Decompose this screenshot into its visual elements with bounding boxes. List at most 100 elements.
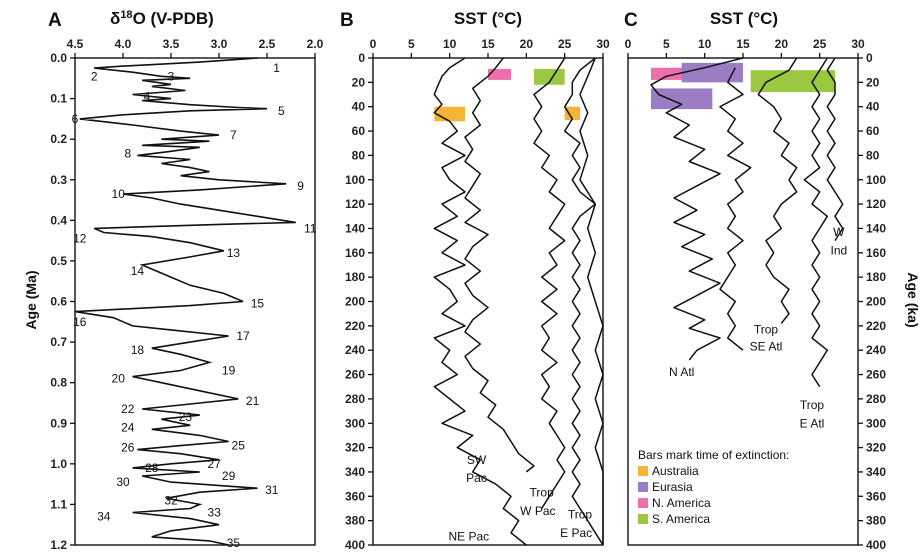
y-tick-label: 40 — [866, 100, 880, 114]
mis-label-30: 30 — [116, 475, 130, 489]
y-tick-label: 60 — [352, 124, 366, 138]
y-tick-label: 0.5 — [50, 254, 67, 268]
extinction-bar-eurasia — [681, 62, 743, 83]
y-tick-label: 320 — [345, 441, 365, 455]
panel-c-sst-lines — [650, 57, 844, 388]
panel-a-title-delta: δ — [110, 9, 120, 28]
mis-label-9: 9 — [297, 179, 304, 193]
x-tick-label: 15 — [736, 37, 750, 51]
mis-label-3: 3 — [168, 69, 175, 83]
mis-label-31: 31 — [265, 483, 279, 497]
y-tick-label: 0.9 — [50, 416, 67, 430]
y-tick-label: 220 — [866, 319, 886, 333]
panel-c-x-axis: 0 5 10 15 20 25 30 — [625, 37, 865, 58]
y-tick-label: 240 — [345, 343, 365, 357]
y-tick-label: 280 — [866, 392, 886, 406]
left-axis-title: Age (Ma) — [23, 270, 39, 329]
y-tick-label: 380 — [866, 514, 886, 528]
y-tick-label: 300 — [866, 416, 886, 430]
legend-label-eurasia: Eurasia — [652, 480, 693, 494]
series-label: N Atl — [669, 365, 694, 379]
panel-a-title-rest: O (V-PDB) — [133, 9, 214, 28]
y-tick-label: 20 — [866, 75, 880, 89]
mis-label-5: 5 — [278, 104, 285, 118]
extinction-bar-n-america — [651, 67, 690, 80]
series-label: E Atl — [800, 416, 825, 430]
y-tick-label: 360 — [866, 489, 886, 503]
legend: Bars mark time of extinction: Australia … — [638, 448, 789, 526]
mis-label-23: 23 — [179, 410, 193, 424]
y-tick-label: 220 — [345, 319, 365, 333]
panel-a-title: δ18O (V-PDB) — [110, 9, 214, 28]
y-tick-label: 260 — [866, 368, 886, 382]
y-tick-label: 0 — [866, 51, 873, 65]
series-label: Trop — [568, 508, 593, 522]
y-tick-label: 160 — [866, 246, 886, 260]
sst-line-n-atl-2 — [719, 67, 752, 351]
mis-label-15: 15 — [251, 297, 265, 311]
panel-a-y-axis: 0.0 0.1 0.2 0.3 0.4 0.5 0.6 0.7 0.8 0.9 1.0 1.1 1.2 — [50, 51, 75, 552]
y-tick-label: 140 — [866, 221, 886, 235]
sst-line-trop-e-pac — [563, 57, 604, 546]
x-tick-label: 25 — [813, 37, 827, 51]
y-tick-label: 0.6 — [50, 295, 67, 309]
mis-label-10: 10 — [112, 187, 126, 201]
legend-label-n-america: N. America — [652, 496, 711, 510]
legend-swatch-eurasia — [638, 482, 648, 492]
y-tick-label: 360 — [345, 489, 365, 503]
x-tick-label: 30 — [851, 37, 865, 51]
right-axis-title: Age (ka) — [905, 272, 921, 327]
y-tick-label: 120 — [866, 197, 886, 211]
x-tick-label: 4.0 — [115, 37, 132, 51]
mis-label-8: 8 — [124, 146, 131, 160]
sst-line-sw-pac — [464, 57, 535, 473]
y-tick-label: 100 — [866, 173, 886, 187]
mis-label-17: 17 — [236, 329, 250, 343]
sst-line-trop-se-atl — [757, 57, 798, 324]
y-tick-label: 0.1 — [50, 92, 67, 106]
mis-label-35: 35 — [227, 536, 241, 550]
panel-b-letter: B — [340, 10, 354, 31]
series-label: NE Pac — [448, 529, 489, 543]
panel-b-frame — [372, 57, 604, 546]
sst-line-ne-pac — [433, 57, 527, 546]
y-tick-label: 380 — [345, 514, 365, 528]
panel-b-x-axis: 0 5 10 15 20 25 30 — [370, 37, 610, 58]
x-tick-label: 20 — [775, 37, 789, 51]
y-tick-label: 280 — [345, 392, 365, 406]
legend-title: Bars mark time of extinction: — [638, 448, 789, 462]
x-tick-label: 2.0 — [307, 37, 324, 51]
sst-line-w-ind — [826, 57, 844, 242]
series-label: SE Atl — [750, 340, 783, 354]
panel-b-sst-lines — [433, 57, 604, 546]
y-tick-label: 20 — [352, 75, 366, 89]
mis-label-22: 22 — [121, 402, 135, 416]
x-tick-label: 25 — [558, 37, 572, 51]
y-tick-label: 400 — [345, 538, 365, 552]
y-tick-label: 0.3 — [50, 173, 67, 187]
mis-label-21: 21 — [246, 394, 260, 408]
x-tick-label: 10 — [698, 37, 712, 51]
y-tick-label: 340 — [866, 465, 886, 479]
panel-a-mis-labels: 12 34567891011121314151617181920212223242… — [72, 61, 317, 550]
legend-swatch-australia — [638, 466, 648, 476]
series-label: SW — [467, 453, 487, 467]
panel-b-y-axis: 0 20 40 60 80 100 120 140 160 180 200 220 240 260 280 3… — [345, 51, 373, 552]
mis-label-1: 1 — [273, 61, 280, 75]
panel-b-extinction-bars — [434, 68, 580, 122]
y-tick-label: 200 — [345, 295, 365, 309]
panel-c: C SST (°C) 0 5 10 15 20 25 30 0 20 40 60 80 100 120 1… — [624, 9, 886, 552]
mis-label-20: 20 — [112, 372, 126, 386]
y-tick-label: 240 — [866, 343, 886, 357]
x-tick-label: 0 — [370, 37, 377, 51]
x-tick-label: 2.5 — [259, 37, 276, 51]
mis-label-33: 33 — [208, 506, 222, 520]
y-tick-label: 60 — [866, 124, 880, 138]
y-tick-label: 0.7 — [50, 335, 67, 349]
y-tick-label: 1.0 — [50, 457, 67, 471]
panel-a: A δ18O (V-PDB) 4.5 4.0 3.5 3.0 2.5 2.0 0.00.1… — [48, 9, 324, 552]
panel-b-series-labels: SW Pac NE Pac Trop W Pac Trop E Pac — [448, 453, 592, 544]
mis-label-12: 12 — [73, 232, 87, 246]
mis-label-11: 11 — [304, 221, 317, 235]
